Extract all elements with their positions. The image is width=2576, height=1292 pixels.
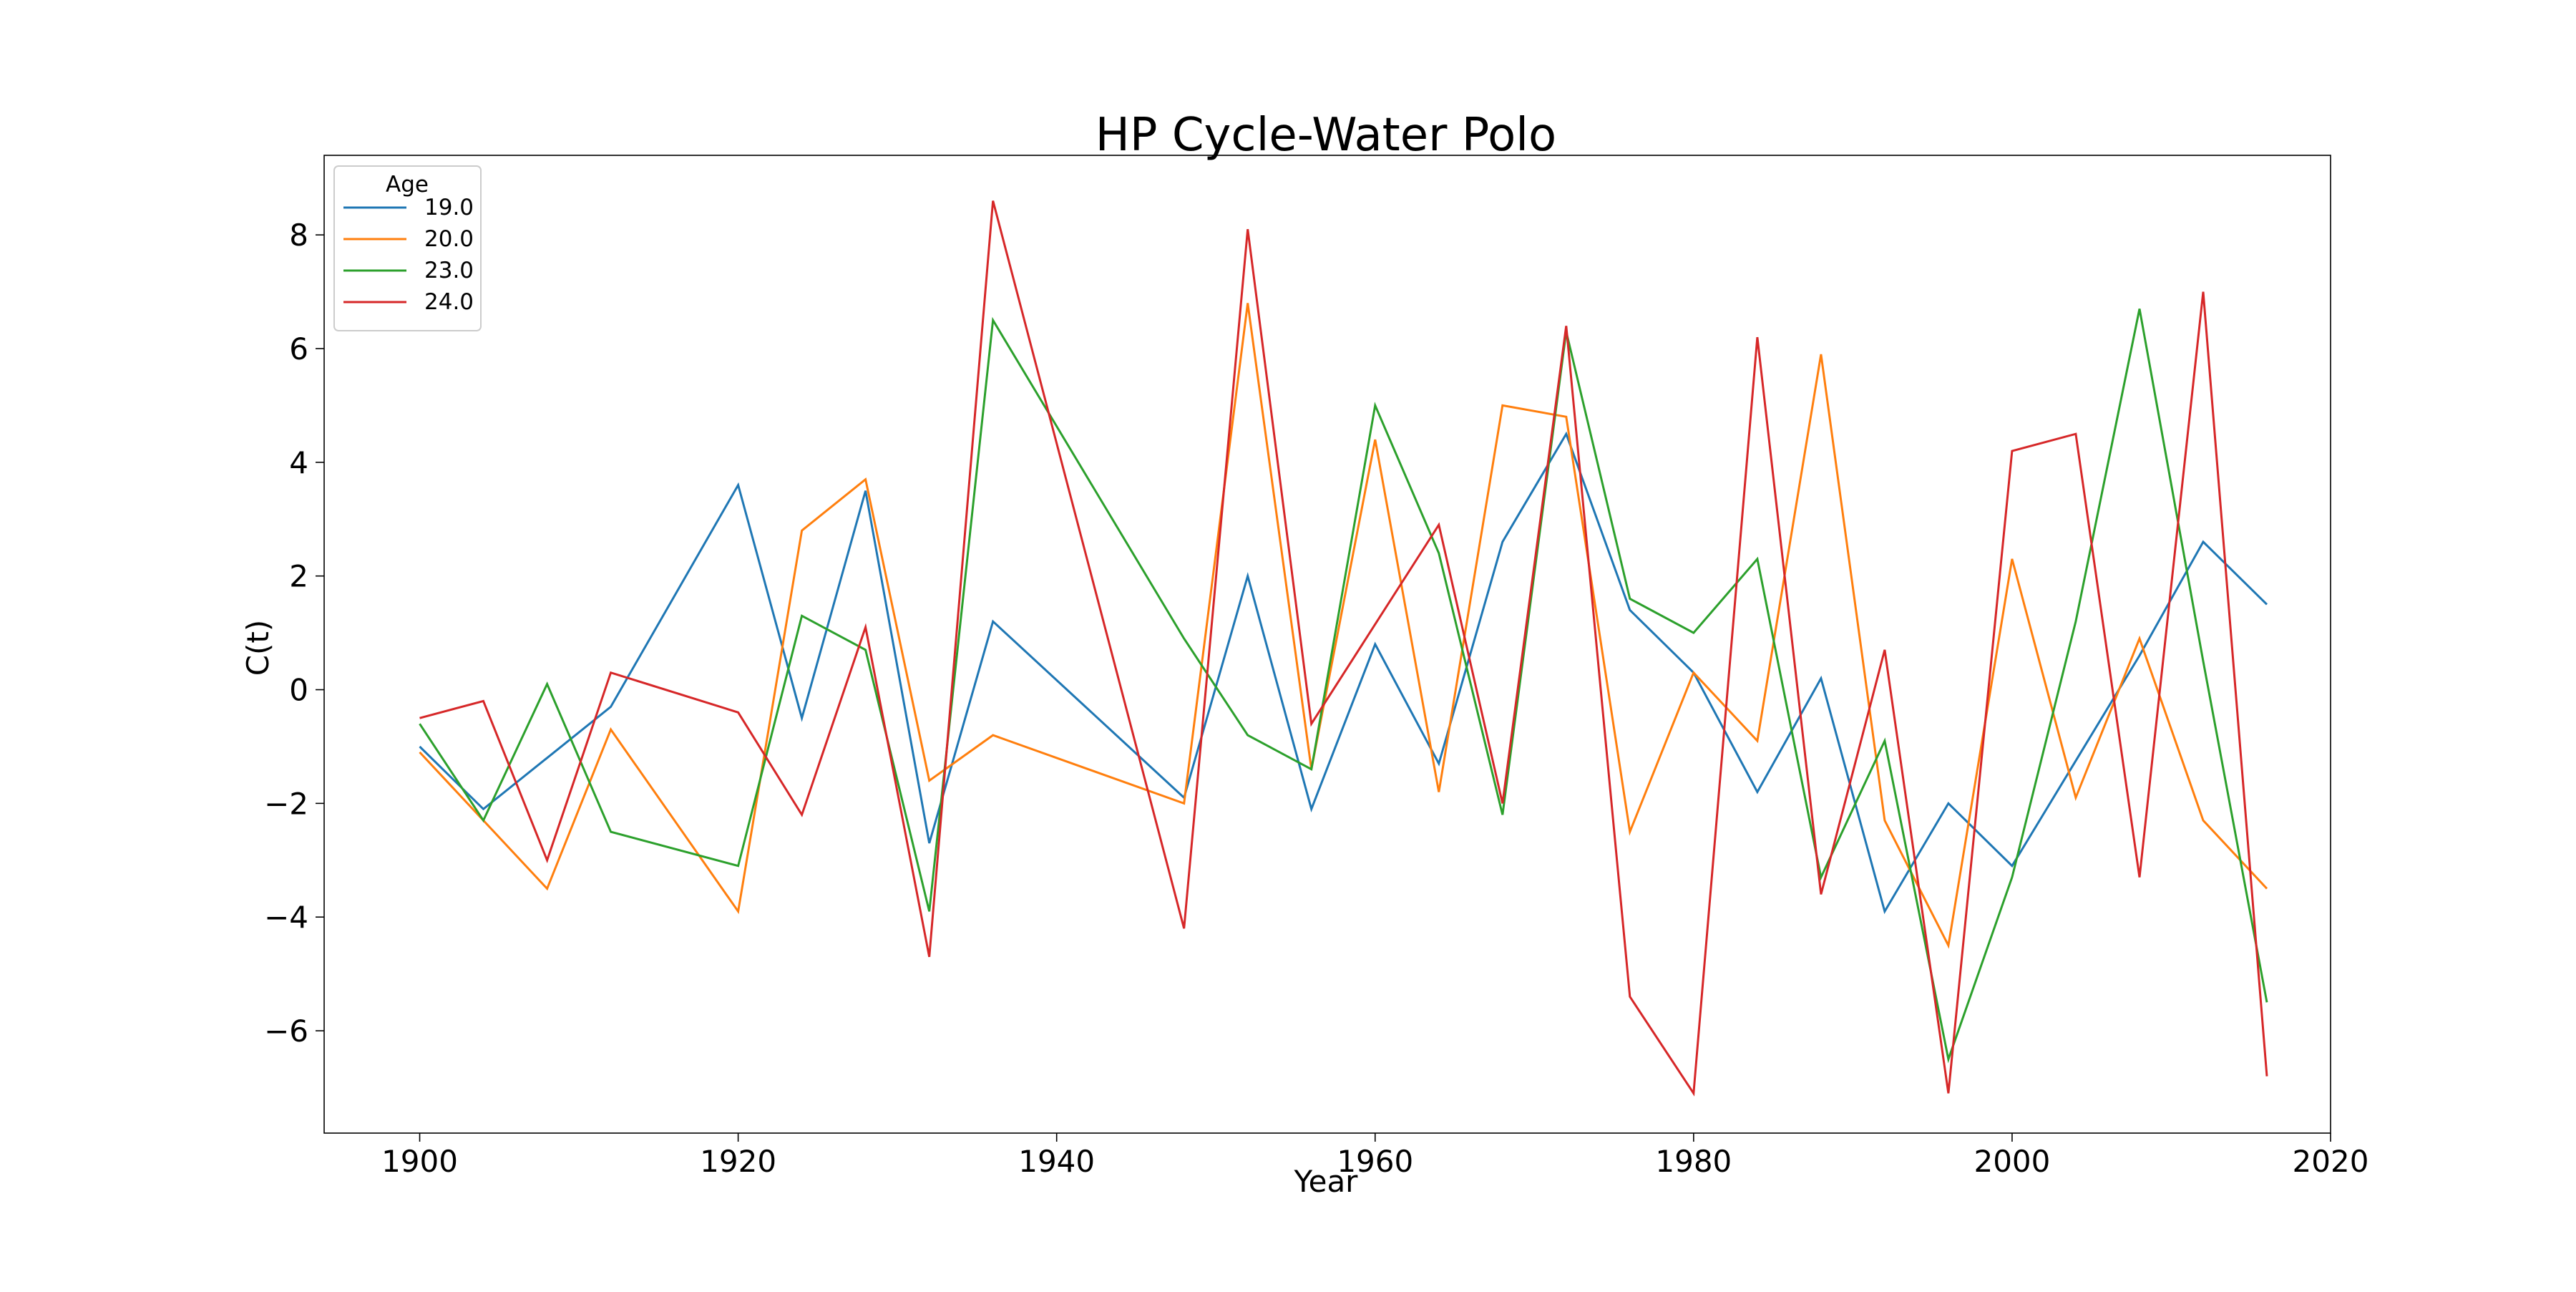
- series-lines: [419, 200, 2268, 1097]
- x-tick-label: 2020: [2293, 1144, 2369, 1179]
- chart-title: HP Cycle-Water Polo: [1096, 109, 1556, 162]
- y-axis: −6 −4 −2 0 2 4 6 8: [264, 218, 324, 1049]
- legend-entries: 19.0 20.0 23.0 24.0: [343, 195, 474, 315]
- x-tick-label: 1980: [1655, 1144, 1732, 1179]
- x-tick-label: 1900: [381, 1144, 458, 1179]
- y-tick-label: 8: [289, 218, 308, 253]
- y-tick-label: 0: [289, 673, 308, 708]
- legend-label: 19.0: [424, 195, 474, 220]
- y-tick-label: −4: [264, 900, 308, 935]
- y-tick-label: 2: [289, 559, 308, 594]
- series-line-23-0: [419, 309, 2268, 1064]
- x-tick-label: 2000: [1974, 1144, 2050, 1179]
- legend-label: 24.0: [424, 289, 474, 315]
- plot-area: [323, 155, 2331, 1134]
- legend-title: Age: [386, 172, 429, 198]
- y-tick-label: −6: [264, 1014, 308, 1049]
- legend-label: 23.0: [424, 258, 474, 283]
- series-line-19-0: [419, 431, 2268, 915]
- legend-label: 20.0: [424, 226, 474, 252]
- y-tick-label: 6: [289, 331, 308, 366]
- x-tick-label: 1920: [700, 1144, 776, 1179]
- series-line-20-0: [419, 303, 2268, 949]
- y-tick-label: −2: [264, 786, 308, 821]
- x-axis: 1900 1920 1940 1960 1980 2000 2020: [381, 1133, 2368, 1179]
- y-tick-label: 4: [289, 445, 308, 480]
- plot-frame: [323, 155, 2331, 1134]
- x-axis-label: Year: [1294, 1164, 1359, 1199]
- series-line-24-0: [419, 200, 2268, 1097]
- legend: Age 19.0 20.0 23.0 24.0: [333, 165, 482, 331]
- y-axis-label: C(t): [240, 620, 275, 676]
- x-tick-label: 1940: [1018, 1144, 1095, 1179]
- x-tick-label: 1960: [1337, 1144, 1413, 1179]
